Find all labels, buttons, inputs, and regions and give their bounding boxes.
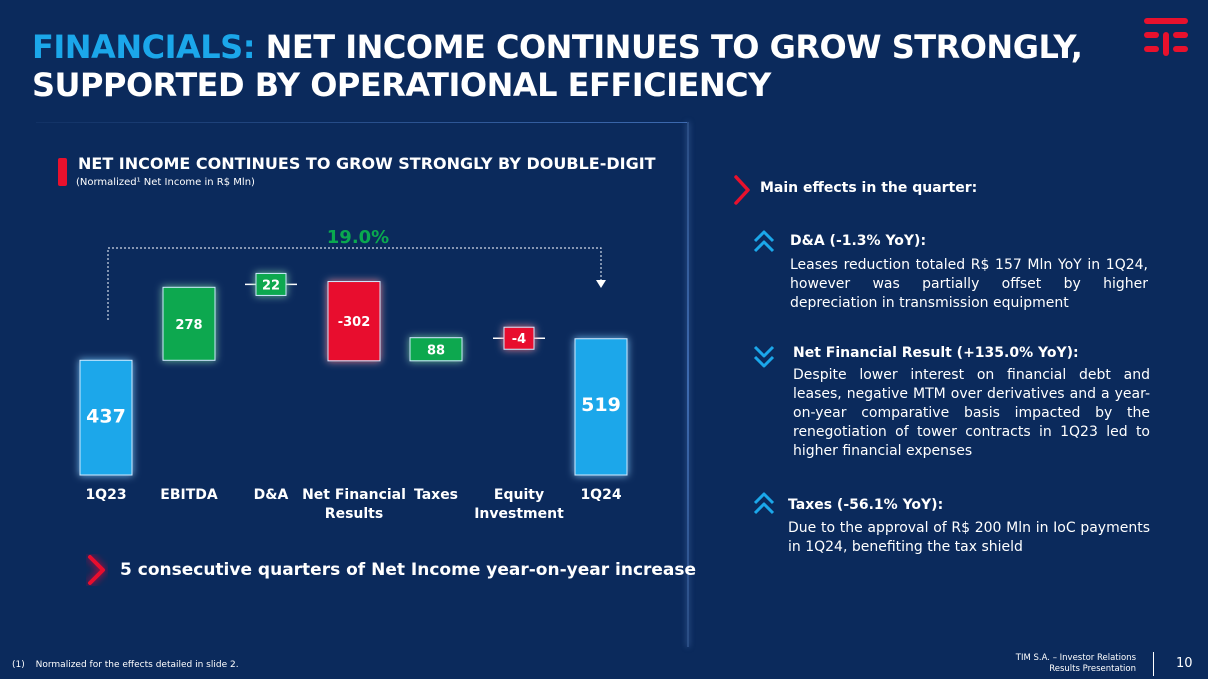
footnote: (1) Normalized for the effects detailed …	[12, 660, 239, 670]
x-axis-label: EBITDA	[134, 486, 244, 505]
bar-value-label: 519	[581, 394, 621, 416]
footer-company-line2: Results Presentation	[1049, 664, 1136, 674]
effect-da-body: Leases reduction totaled R$ 157 Mln YoY …	[790, 257, 1148, 311]
slide-title: FINANCIALS: NET INCOME CONTINUES TO GROW…	[32, 28, 1083, 104]
x-axis-label-line: 1Q23	[85, 487, 127, 503]
x-axis-label-line: Taxes	[413, 487, 459, 503]
x-axis-label-line: Results	[324, 506, 384, 522]
x-axis-label-line: 1Q24	[580, 487, 622, 503]
bar-1q23	[79, 359, 133, 476]
bar-net-financial-results	[327, 281, 381, 362]
bar-taxes	[409, 337, 463, 362]
growth-bracket	[107, 247, 602, 320]
x-axis-label: Taxes	[381, 486, 491, 505]
x-axis-label-line: Equity	[493, 487, 545, 503]
panel-top-divider	[36, 122, 688, 123]
panel-divider	[687, 122, 689, 647]
double-chevron-up-icon	[753, 492, 775, 515]
x-axis-label-line: Investment	[474, 506, 564, 522]
chart-subtitle: (Normalized¹ Net Income in R$ Mln)	[76, 177, 255, 188]
x-axis-label: D&A	[216, 486, 326, 505]
x-axis-label-line: EBITDA	[160, 487, 218, 503]
footnote-number: (1)	[12, 660, 25, 670]
effect-da-heading: D&A (-1.3% YoY):	[790, 233, 927, 249]
effect-taxes-heading: Taxes (-56.1% YoY):	[788, 497, 944, 513]
x-axis-label-line: Net Financial	[302, 487, 406, 503]
bar-d-a	[255, 272, 287, 296]
chevron-right-icon	[734, 175, 750, 205]
chevron-right-icon	[88, 555, 105, 585]
bar-value-label: -4	[512, 332, 526, 347]
bar-ebitda	[162, 286, 216, 361]
footer-company: TIM S.A. – Investor Relations Results Pr…	[1016, 653, 1136, 675]
section-marker	[58, 158, 67, 186]
footer-divider	[1153, 652, 1154, 676]
bar-value-label: 88	[427, 343, 445, 358]
effect-taxes-body: Due to the approval of R$ 200 Mln in IoC…	[788, 520, 1150, 555]
title-accent: FINANCIALS:	[32, 28, 255, 66]
bar-value-label: 437	[86, 405, 126, 427]
title-line1: NET INCOME CONTINUES TO GROW STRONGLY,	[265, 28, 1083, 66]
effect-nfr-heading: Net Financial Result (+135.0% YoY):	[793, 345, 1079, 361]
x-axis-label: Equity Investment	[464, 486, 574, 524]
footer-company-line1: TIM S.A. – Investor Relations	[1015, 653, 1136, 663]
bar-value-label: -302	[338, 315, 371, 330]
x-axis-label-line: D&A	[253, 487, 289, 503]
growth-label: 19.0%	[327, 227, 389, 248]
bottom-note: 5 consecutive quarters of Net Income yea…	[120, 560, 697, 580]
bar-value-label: 22	[262, 278, 280, 293]
tim-logo-icon	[1144, 18, 1188, 56]
effects-title: Main effects in the quarter:	[760, 180, 978, 196]
bar-equity-investment	[503, 326, 535, 350]
double-chevron-down-icon	[753, 345, 775, 368]
arrow-down-icon	[596, 280, 606, 288]
chart-title: NET INCOME CONTINUES TO GROW STRONGLY BY…	[78, 154, 656, 173]
page-number: 10	[1176, 656, 1193, 671]
waterfall-chart: 437 278 22 -302 88 -4 519 19.0%	[79, 227, 628, 476]
x-axis-label: 1Q24	[546, 486, 656, 505]
bar-value-label: 278	[175, 318, 202, 333]
footnote-text: Normalized for the effects detailed in s…	[35, 660, 239, 670]
bar-1q24	[574, 338, 628, 476]
double-chevron-up-icon	[753, 230, 775, 253]
title-line2: SUPPORTED BY OPERATIONAL EFFICIENCY	[32, 66, 771, 104]
x-axis-label: 1Q23	[51, 486, 161, 505]
x-axis-label: Net Financial Results	[299, 486, 409, 524]
effect-nfr-body: Despite lower interest on financial debt…	[793, 367, 1150, 459]
